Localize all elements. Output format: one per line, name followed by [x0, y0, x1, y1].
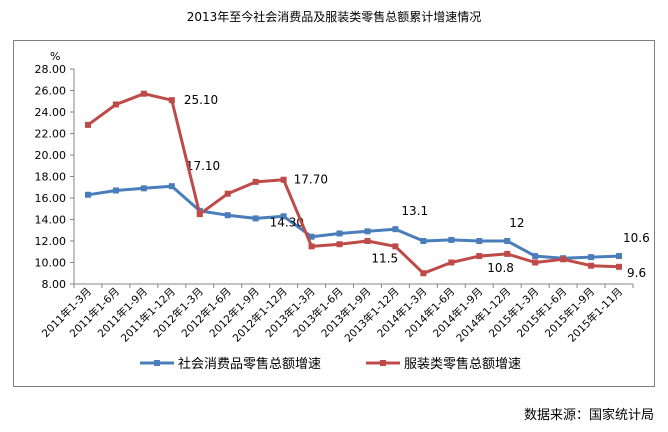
y-tick-label: 14.00 — [35, 214, 67, 227]
chart-title: 2013年至今社会消费品及服装类零售总额累计增速情况 — [186, 10, 482, 24]
data-point-series-2 — [84, 121, 91, 128]
data-point-series-1 — [616, 253, 623, 260]
legend-label: 服装类零售总额增速 — [404, 356, 521, 372]
data-point-series-2 — [588, 262, 595, 269]
data-point-series-1 — [420, 238, 427, 244]
data-point-series-1 — [224, 212, 231, 219]
data-label: 25.10 — [184, 93, 218, 107]
data-point-series-2 — [616, 263, 623, 270]
data-point-series-1 — [252, 215, 259, 222]
y-tick-label: 22.00 — [35, 128, 67, 141]
data-label: 17.10 — [186, 159, 220, 173]
data-label: 13.1 — [401, 204, 428, 218]
data-point-series-1 — [168, 183, 175, 190]
legend-swatch-marker — [154, 360, 160, 366]
y-tick-label: 28.00 — [35, 63, 67, 76]
y-tick-label: 16.00 — [35, 192, 67, 205]
data-point-series-2 — [504, 250, 511, 257]
data-point-series-1 — [140, 185, 147, 192]
data-point-series-2 — [448, 259, 455, 266]
y-tick-label: 20.00 — [35, 149, 67, 162]
data-label: 10.8 — [487, 261, 514, 275]
data-point-series-2 — [336, 241, 343, 248]
data-point-series-1 — [112, 187, 119, 194]
y-axis-unit-label: % — [50, 50, 60, 63]
data-point-series-2 — [252, 178, 259, 185]
data-label: 12 — [509, 216, 524, 230]
data-point-series-2 — [224, 190, 231, 197]
chart-frame — [13, 40, 655, 387]
data-point-series-2 — [364, 238, 371, 244]
data-label: 10.6 — [623, 231, 650, 245]
data-source: 数据来源：国家统计局 — [523, 408, 654, 423]
data-point-series-2 — [476, 253, 483, 260]
data-point-series-2 — [392, 243, 399, 250]
data-point-series-1 — [392, 226, 399, 233]
data-label: 17.70 — [294, 173, 328, 187]
data-point-series-2 — [420, 270, 427, 277]
data-point-series-1 — [448, 236, 455, 243]
data-point-series-2 — [140, 90, 147, 97]
data-point-series-1 — [84, 191, 91, 198]
data-point-series-2 — [280, 176, 287, 183]
series-line-2 — [87, 92, 620, 275]
y-tick-label: 8.00 — [42, 278, 67, 291]
data-point-series-1 — [336, 230, 343, 237]
series-line-1 — [87, 184, 620, 260]
y-tick-label: 18.00 — [35, 171, 67, 184]
y-tick-label: 24.00 — [35, 106, 67, 119]
data-point-series-2 — [112, 101, 119, 108]
data-point-series-1 — [532, 253, 539, 260]
data-point-series-1 — [280, 213, 287, 220]
data-point-series-1 — [476, 238, 483, 244]
data-label: 9.6 — [627, 266, 646, 280]
data-point-series-2 — [168, 97, 175, 104]
y-tick-label: 12.00 — [35, 235, 67, 248]
data-label: 11.5 — [371, 251, 398, 265]
data-point-series-2 — [560, 256, 567, 263]
data-point-series-2 — [196, 211, 203, 218]
legend-label: 社会消费品零售总额增速 — [178, 356, 321, 372]
data-point-series-2 — [308, 243, 315, 250]
data-point-series-1 — [588, 254, 595, 261]
data-point-series-1 — [364, 228, 371, 235]
data-label: 14.30 — [270, 215, 304, 229]
legend-swatch-marker — [380, 360, 386, 366]
y-tick-label: 26.00 — [35, 85, 67, 98]
data-point-series-1 — [504, 238, 511, 244]
data-point-series-1 — [308, 233, 315, 240]
y-tick-label: 10.00 — [35, 257, 67, 270]
data-point-series-2 — [532, 259, 539, 266]
